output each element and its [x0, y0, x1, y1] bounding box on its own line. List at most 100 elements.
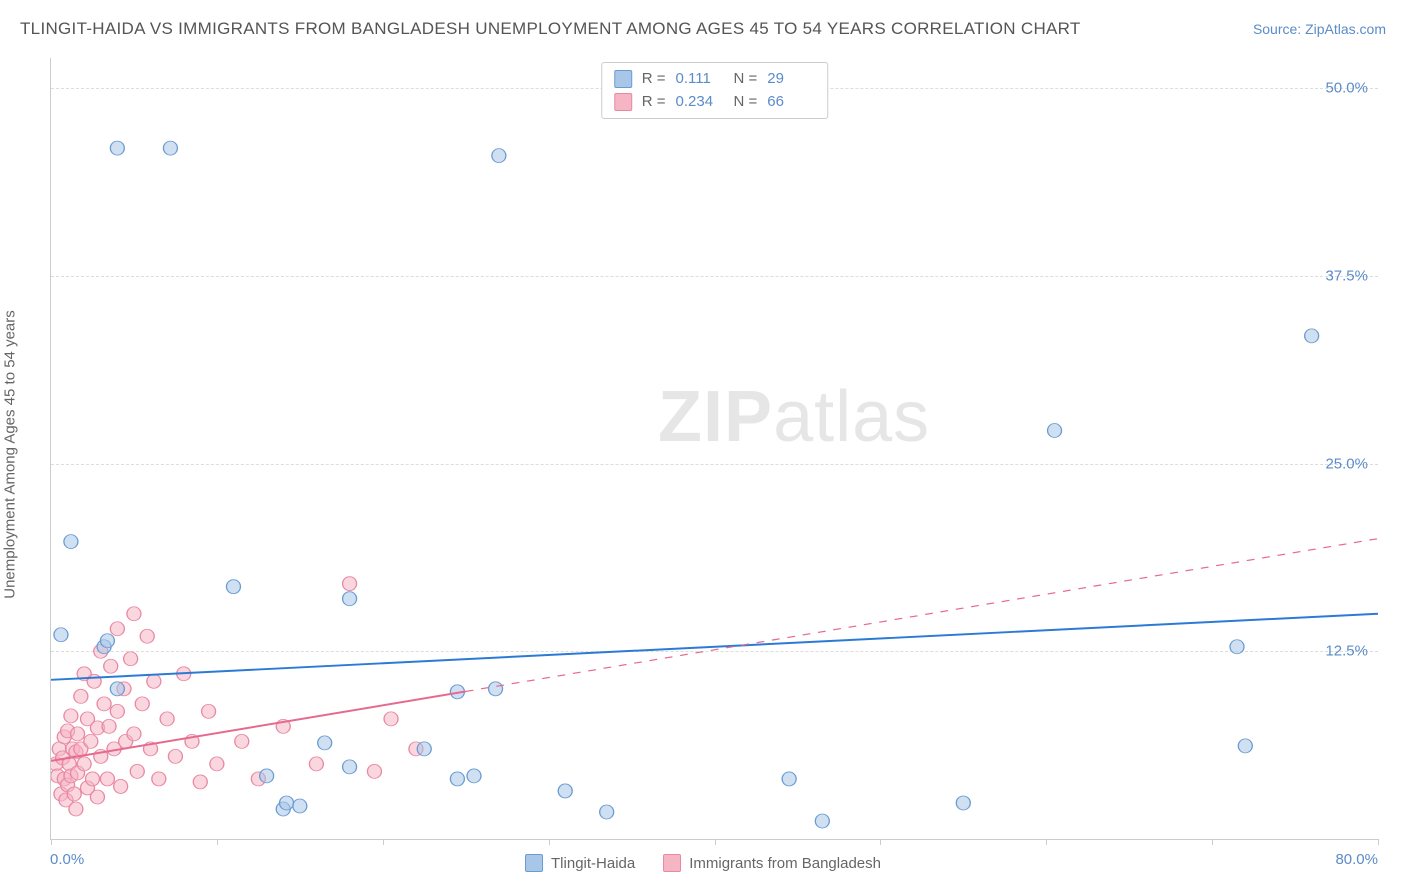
scatter-point [127, 727, 141, 741]
scatter-point [467, 769, 481, 783]
scatter-point [135, 697, 149, 711]
x-tick [549, 839, 550, 845]
scatter-point [152, 772, 166, 786]
scatter-point [100, 634, 114, 648]
scatter-point [1238, 739, 1252, 753]
scatter-point [343, 592, 357, 606]
correlation-swatch-1 [614, 93, 632, 111]
scatter-point [1048, 423, 1062, 437]
y-axis-label: Unemployment Among Ages 45 to 54 years [2, 310, 19, 599]
scatter-point [558, 784, 572, 798]
scatter-point [318, 736, 332, 750]
legend-entry-0: Tlingit-Haida [525, 854, 635, 872]
trend-line-dashed [466, 539, 1378, 692]
legend-label-0: Tlingit-Haida [551, 855, 635, 872]
scatter-point [417, 742, 431, 756]
scatter-point [492, 149, 506, 163]
scatter-point [67, 787, 81, 801]
legend-swatch-0 [525, 854, 543, 872]
scatter-point [102, 719, 116, 733]
scatter-point [69, 802, 83, 816]
trend-line [51, 614, 1378, 680]
legend-entry-1: Immigrants from Bangladesh [663, 854, 881, 872]
scatter-point [71, 727, 85, 741]
r-value-0: 0.111 [676, 68, 724, 91]
scatter-point [309, 757, 323, 771]
n-value-1: 66 [767, 91, 815, 114]
scatter-point [110, 141, 124, 155]
scatter-point [100, 772, 114, 786]
x-tick [1212, 839, 1213, 845]
r-label: R = [642, 68, 666, 91]
scatter-point [260, 769, 274, 783]
x-axis-max-label: 80.0% [1335, 851, 1378, 868]
scatter-point [384, 712, 398, 726]
scatter-point [293, 799, 307, 813]
plot-svg [51, 58, 1378, 839]
scatter-point [168, 749, 182, 763]
series-legend: Tlingit-Haida Immigrants from Bangladesh [525, 854, 881, 872]
n-value-0: 29 [767, 68, 815, 91]
title-bar: TLINGIT-HAIDA VS IMMIGRANTS FROM BANGLAD… [20, 16, 1386, 42]
scatter-point [367, 764, 381, 778]
scatter-point [235, 734, 249, 748]
chart-title: TLINGIT-HAIDA VS IMMIGRANTS FROM BANGLAD… [20, 19, 1081, 39]
scatter-point [210, 757, 224, 771]
correlation-legend: R = 0.111 N = 29 R = 0.234 N = 66 [601, 62, 829, 119]
scatter-point [782, 772, 796, 786]
correlation-swatch-0 [614, 70, 632, 88]
scatter-point [110, 682, 124, 696]
scatter-point [114, 779, 128, 793]
scatter-point [202, 704, 216, 718]
r-label: R = [642, 91, 666, 114]
x-tick [880, 839, 881, 845]
legend-swatch-1 [663, 854, 681, 872]
scatter-point [343, 760, 357, 774]
scatter-point [130, 764, 144, 778]
scatter-point [90, 790, 104, 804]
n-label: N = [734, 91, 758, 114]
scatter-point [110, 622, 124, 636]
scatter-point [54, 628, 68, 642]
scatter-point [127, 607, 141, 621]
x-tick [217, 839, 218, 845]
legend-label-1: Immigrants from Bangladesh [689, 855, 881, 872]
scatter-point [64, 535, 78, 549]
x-axis-min-label: 0.0% [50, 851, 84, 868]
scatter-point [104, 659, 118, 673]
scatter-point [815, 814, 829, 828]
r-value-1: 0.234 [676, 91, 724, 114]
correlation-row-0: R = 0.111 N = 29 [614, 68, 816, 91]
scatter-point [343, 577, 357, 591]
scatter-point [1230, 640, 1244, 654]
scatter-point [140, 629, 154, 643]
scatter-point [163, 141, 177, 155]
n-label: N = [734, 68, 758, 91]
scatter-point [85, 772, 99, 786]
scatter-point [956, 796, 970, 810]
scatter-point [160, 712, 174, 726]
scatter-point [147, 674, 161, 688]
scatter-point [74, 689, 88, 703]
x-tick [383, 839, 384, 845]
scatter-point [226, 580, 240, 594]
x-tick [51, 839, 52, 845]
scatter-point [110, 704, 124, 718]
source-link[interactable]: Source: ZipAtlas.com [1253, 21, 1386, 37]
scatter-point [84, 734, 98, 748]
plot-area: ZIPatlas R = 0.111 N = 29 R = 0.234 N = … [50, 58, 1378, 840]
x-tick [1378, 839, 1379, 845]
x-tick [715, 839, 716, 845]
scatter-point [97, 697, 111, 711]
scatter-point [1305, 329, 1319, 343]
scatter-point [193, 775, 207, 789]
scatter-point [124, 652, 138, 666]
scatter-point [87, 674, 101, 688]
correlation-row-1: R = 0.234 N = 66 [614, 91, 816, 114]
scatter-point [450, 772, 464, 786]
scatter-point [489, 682, 503, 696]
scatter-point [64, 709, 78, 723]
scatter-point [77, 757, 91, 771]
scatter-point [600, 805, 614, 819]
x-tick [1046, 839, 1047, 845]
